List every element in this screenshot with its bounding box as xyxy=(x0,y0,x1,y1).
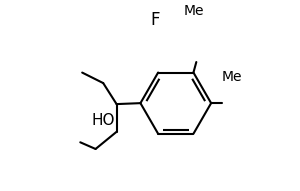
Text: Me: Me xyxy=(222,70,242,84)
Text: Me: Me xyxy=(184,3,204,18)
Text: F: F xyxy=(150,11,160,29)
Text: HO: HO xyxy=(92,113,115,128)
